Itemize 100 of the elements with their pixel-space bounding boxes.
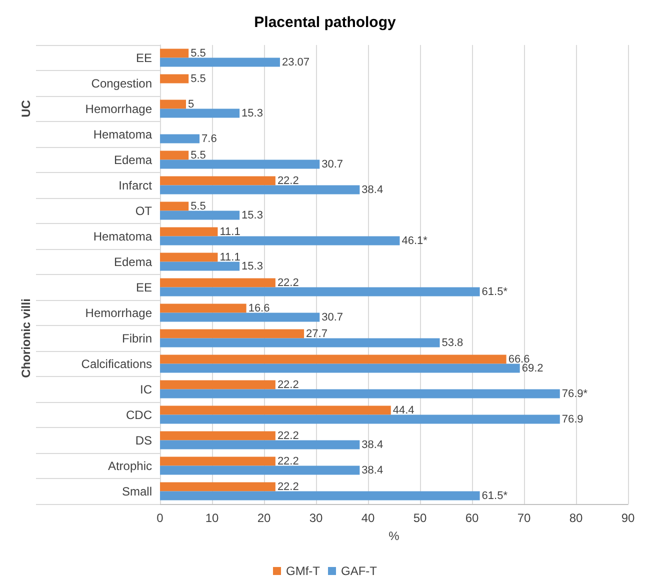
data-label: 44.4 bbox=[392, 404, 414, 416]
bar bbox=[160, 227, 218, 236]
x-axis-title: % bbox=[388, 529, 400, 543]
x-tick-label: 80 bbox=[569, 511, 583, 525]
bar bbox=[160, 74, 189, 84]
data-label: 5 bbox=[188, 98, 194, 110]
y-tick-label: Hemorrhage bbox=[85, 306, 152, 320]
bar bbox=[160, 304, 246, 313]
data-label: 76.9 bbox=[562, 413, 584, 426]
bar bbox=[160, 160, 320, 169]
bar bbox=[160, 202, 189, 211]
data-label: 7.6 bbox=[202, 132, 217, 145]
data-label: 38.4 bbox=[362, 184, 384, 196]
data-label: 11.1 bbox=[220, 251, 240, 264]
y-tick-label: Infarct bbox=[118, 178, 153, 192]
bar bbox=[160, 108, 240, 118]
data-label: 16.6 bbox=[248, 302, 270, 314]
data-label: 5.5 bbox=[190, 149, 206, 162]
x-tick-label: 50 bbox=[413, 511, 427, 525]
bar bbox=[160, 48, 189, 58]
bar bbox=[160, 134, 200, 144]
data-label: 38.4 bbox=[362, 464, 384, 476]
data-label: 30.7 bbox=[322, 158, 344, 170]
bar bbox=[160, 287, 480, 296]
data-label: 22.2 bbox=[277, 430, 299, 442]
y-tick-label: Hematoma bbox=[93, 229, 152, 244]
data-label: 46.1* bbox=[402, 234, 428, 247]
bar bbox=[160, 278, 276, 288]
x-tick-label: 40 bbox=[361, 511, 375, 525]
x-tick-label: 0 bbox=[156, 511, 164, 525]
y-tick-label: EE bbox=[136, 280, 152, 294]
data-label: 15.3 bbox=[242, 209, 263, 222]
data-label: 22.2 bbox=[277, 276, 299, 289]
data-label: 5.5 bbox=[190, 72, 206, 85]
bar bbox=[160, 329, 304, 338]
y-tick-label: IC bbox=[140, 382, 152, 396]
bar bbox=[160, 431, 276, 440]
bar bbox=[160, 262, 240, 271]
bar bbox=[160, 354, 506, 364]
bar bbox=[160, 176, 276, 186]
bar bbox=[160, 252, 218, 262]
data-label: 38.4 bbox=[362, 438, 384, 451]
data-label: 27.7 bbox=[306, 328, 328, 340]
bar bbox=[160, 380, 276, 390]
data-label: 53.8 bbox=[442, 336, 464, 349]
data-label: 5.5 bbox=[190, 200, 206, 212]
data-label: 22.2 bbox=[277, 455, 299, 468]
bar bbox=[160, 406, 391, 415]
bar bbox=[160, 236, 400, 246]
bar bbox=[160, 312, 320, 322]
x-tick-label: 10 bbox=[205, 511, 219, 525]
data-label: 5.5 bbox=[190, 47, 206, 60]
x-tick-label: 70 bbox=[517, 511, 531, 525]
bar bbox=[160, 482, 276, 492]
bar bbox=[160, 100, 186, 109]
data-label: 15.3 bbox=[242, 260, 263, 272]
data-label: 22.2 bbox=[277, 480, 299, 493]
bar bbox=[160, 491, 480, 500]
data-label: 22.2 bbox=[277, 174, 299, 187]
chart-title: Placental pathology bbox=[254, 14, 396, 31]
data-label: 61.5* bbox=[482, 490, 508, 502]
y-tick-label: Hematoma bbox=[93, 127, 152, 142]
y-tick-label: Edema bbox=[114, 152, 152, 167]
y-tick-label: Hemorrhage bbox=[85, 102, 152, 116]
bar bbox=[160, 414, 560, 424]
y-tick-label: Small bbox=[122, 484, 152, 498]
y-tick-label: Edema bbox=[114, 254, 152, 269]
bar bbox=[160, 466, 360, 475]
bar bbox=[160, 58, 280, 67]
bar bbox=[160, 456, 276, 466]
x-tick-label: 30 bbox=[309, 511, 323, 525]
data-label: 22.2 bbox=[277, 378, 299, 391]
x-tick-label: 90 bbox=[621, 511, 635, 525]
bar bbox=[160, 364, 520, 373]
y-tick-label: Congestion bbox=[91, 76, 152, 90]
x-tick-label: 20 bbox=[257, 511, 271, 525]
data-label: 61.5* bbox=[482, 286, 508, 298]
data-label: 30.7 bbox=[322, 311, 344, 324]
y-tick-label: Atrophic bbox=[108, 458, 152, 473]
bar bbox=[160, 338, 440, 348]
data-label: 11.1 bbox=[220, 226, 240, 238]
y-tick-label: Calcifications bbox=[81, 356, 152, 371]
y-tick-label: CDC bbox=[126, 408, 152, 422]
legend-label: GAF-T bbox=[341, 564, 378, 578]
bar bbox=[160, 185, 360, 194]
bar bbox=[160, 210, 240, 220]
text: Chorionic villi bbox=[19, 298, 33, 378]
data-label: 76.9* bbox=[562, 388, 588, 400]
text: UC bbox=[19, 100, 33, 118]
data-label: 15.3 bbox=[242, 107, 263, 120]
y-tick-label: EE bbox=[136, 50, 152, 65]
y-tick-label: OT bbox=[135, 204, 153, 218]
y-tick-label: Fibrin bbox=[122, 331, 152, 346]
x-tick-label: 60 bbox=[465, 511, 479, 525]
data-label: 23.07 bbox=[282, 56, 310, 68]
legend-label: GMf-T bbox=[286, 564, 321, 578]
bar bbox=[160, 389, 560, 398]
bar bbox=[160, 440, 360, 450]
bar bbox=[160, 150, 189, 160]
y-tick-label: DS bbox=[135, 433, 152, 448]
